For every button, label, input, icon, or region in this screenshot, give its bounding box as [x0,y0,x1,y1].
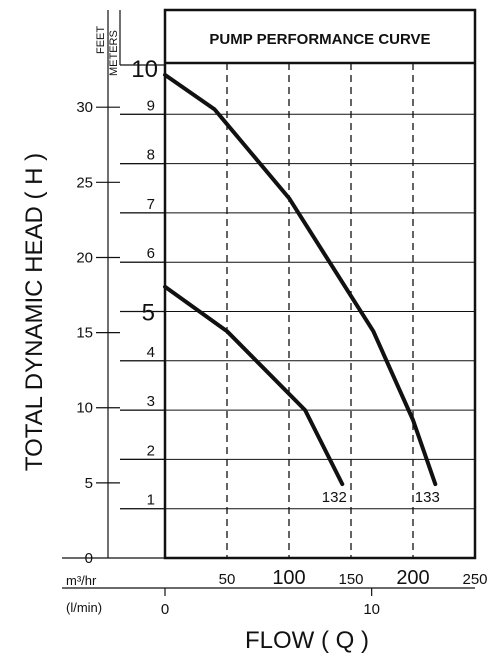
curve-132 [163,284,345,487]
meters-tick-label: 8 [147,147,155,164]
x-unit-secondary-label: (l/min) [66,600,102,615]
meters-tick-label: 9 [147,97,155,114]
curve-label-133: 133 [415,489,440,506]
y-axis-label: TOTAL DYNAMIC HEAD ( H ) [21,153,48,471]
lpm-tick-label: 250 [462,571,487,588]
curve-labels: 132 133 [322,489,440,506]
m3hr-tick-label: 0 [161,601,169,618]
meters-tick-label: 5 [142,300,155,327]
m3hr-tick-label: 10 [363,601,380,618]
x-axis-label: FLOW ( Q ) [245,627,369,654]
lpm-tick-label: 150 [338,571,363,588]
feet-tick-label: 30 [76,99,93,116]
feet-tick-label: 5 [85,475,93,492]
meters-tick-label: 1 [147,492,155,509]
meters-tick-label: 3 [147,393,155,410]
feet-tick-label: 10 [76,400,93,417]
meters-ticks: 10 9 8 7 6 5 4 3 2 1 [120,56,165,510]
feet-tick-label: 15 [76,325,93,342]
lpm-ticks: 50 100 150 200 250 [219,567,488,589]
meters-tick-label: 7 [147,196,155,213]
performance-curves [163,72,438,487]
horizontal-grid [120,113,475,510]
plot-frame [163,8,477,560]
x-unit-primary-label: m³/hr [66,573,97,588]
curve-label-132: 132 [322,489,347,506]
feet-tick-label: 0 [85,550,93,567]
feet-ticks: 30 25 20 15 10 5 0 [76,99,120,567]
lpm-tick-label: 50 [219,571,236,588]
meters-tick-label: 2 [147,442,155,459]
meters-tick-label: 4 [147,344,155,361]
lpm-tick-label: 200 [396,567,429,589]
feet-unit-label: FEET [95,26,107,54]
feet-tick-label: 20 [76,249,93,266]
meters-tick-label: 6 [147,245,155,262]
curve-133 [163,72,438,487]
lpm-tick-label: 100 [272,567,305,589]
m3hr-ticks: 0102030405060 [161,588,380,618]
meters-tick-label: 10 [131,56,158,83]
feet-tick-label: 25 [76,174,93,191]
meters-unit-label: METERS [108,30,120,76]
vertical-grid [226,63,414,558]
chart-title: PUMP PERFORMANCE CURVE [209,31,430,48]
